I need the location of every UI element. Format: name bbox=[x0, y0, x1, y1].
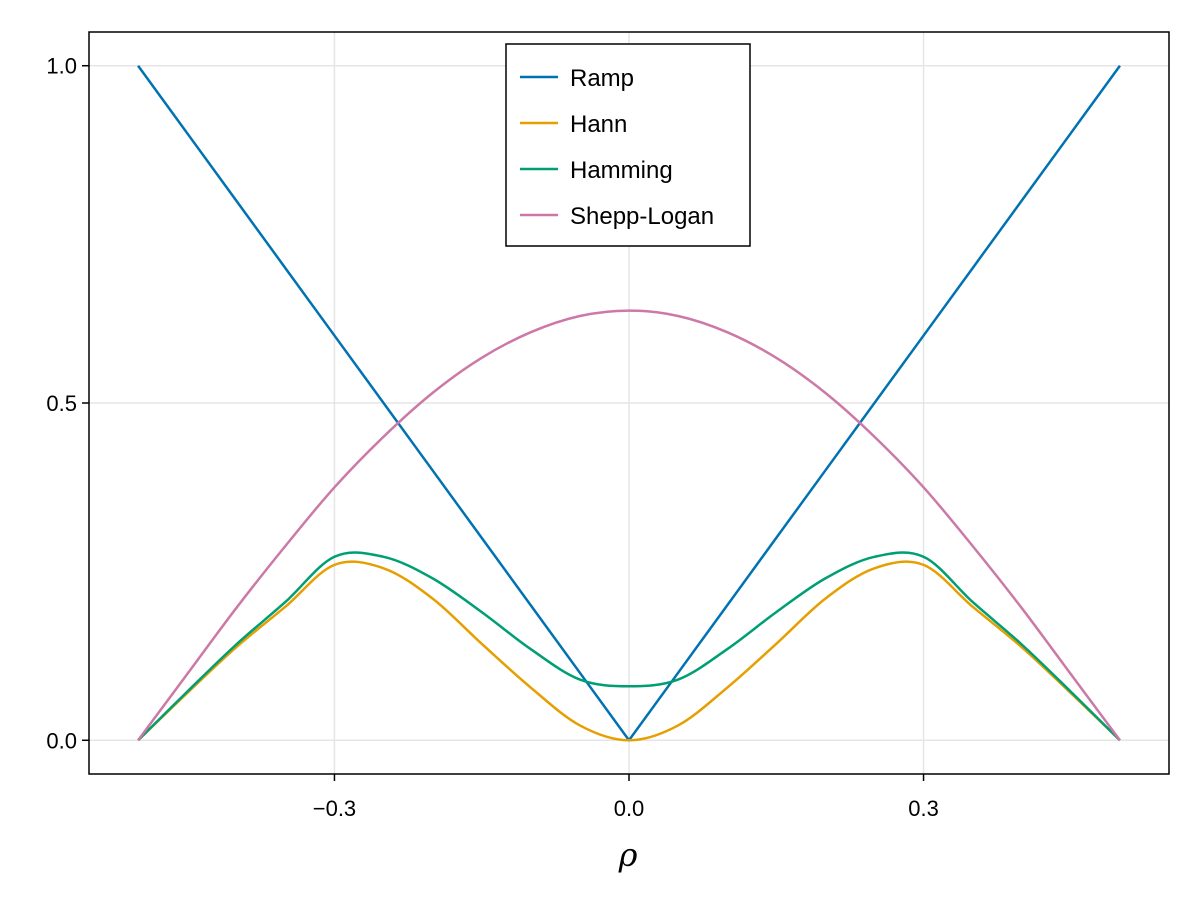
x-tick-label: 0.0 bbox=[614, 796, 645, 821]
series-line-shepp-logan bbox=[137, 309, 1121, 742]
legend-label-hamming: Hamming bbox=[570, 157, 673, 184]
x-tick-label: 0.3 bbox=[908, 796, 939, 821]
axis-ticks: −0.3 0.0 0.3 0.0 0.5 1.0 bbox=[46, 54, 938, 821]
legend-label-ramp: Ramp bbox=[570, 65, 634, 92]
series-line-hamming bbox=[137, 551, 1121, 742]
y-tick-label: 1.0 bbox=[46, 54, 77, 79]
y-tick-label: 0.5 bbox=[46, 391, 77, 416]
x-tick-label: −0.3 bbox=[313, 796, 356, 821]
series-lines bbox=[137, 64, 1121, 742]
y-tick-label: 0.0 bbox=[46, 728, 77, 753]
x-axis-label: ρ bbox=[618, 836, 638, 874]
series-line-hann bbox=[137, 560, 1121, 742]
legend-label-shepp-logan: Shepp-Logan bbox=[570, 203, 714, 230]
legend-label-hann: Hann bbox=[570, 111, 627, 138]
legend: Ramp Hann Hamming Shepp-Logan bbox=[505, 43, 751, 247]
